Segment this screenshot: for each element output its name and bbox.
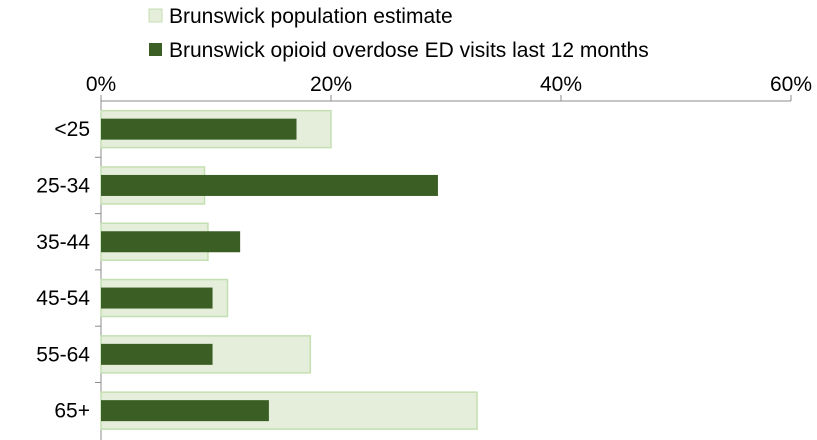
bar-overdose-visits <box>101 231 241 253</box>
legend: Brunswick population estimate Brunswick … <box>148 5 649 62</box>
bar-overdose-visits <box>101 400 269 422</box>
x-tick-label: 20% <box>310 73 352 96</box>
legend-swatch-overdose-visits <box>149 43 162 56</box>
x-tick-label: 40% <box>540 73 582 96</box>
category-label: 55-64 <box>36 343 90 366</box>
bar-overdose-visits <box>101 287 213 309</box>
category-label: 45-54 <box>36 287 90 310</box>
bars <box>100 109 478 430</box>
legend-swatch-population <box>148 8 163 23</box>
legend-label-overdose-visits: Brunswick opioid overdose ED visits last… <box>169 39 649 62</box>
x-axis: 0% 20% 40% 60% <box>86 73 812 102</box>
legend-label-population: Brunswick population estimate <box>169 5 453 28</box>
bar-overdose-visits <box>101 343 213 365</box>
bar-overdose-visits <box>101 118 297 140</box>
x-tick-label: 0% <box>86 73 116 96</box>
bar-overdose-visits <box>101 174 438 196</box>
x-tick-label: 60% <box>770 73 812 96</box>
category-label: 65+ <box>54 400 90 423</box>
category-label: 25-34 <box>36 174 90 197</box>
y-axis: <25 25-34 35-44 45-54 55-64 65+ <box>36 101 102 440</box>
category-label: <25 <box>54 118 90 141</box>
category-label: 35-44 <box>36 231 90 254</box>
